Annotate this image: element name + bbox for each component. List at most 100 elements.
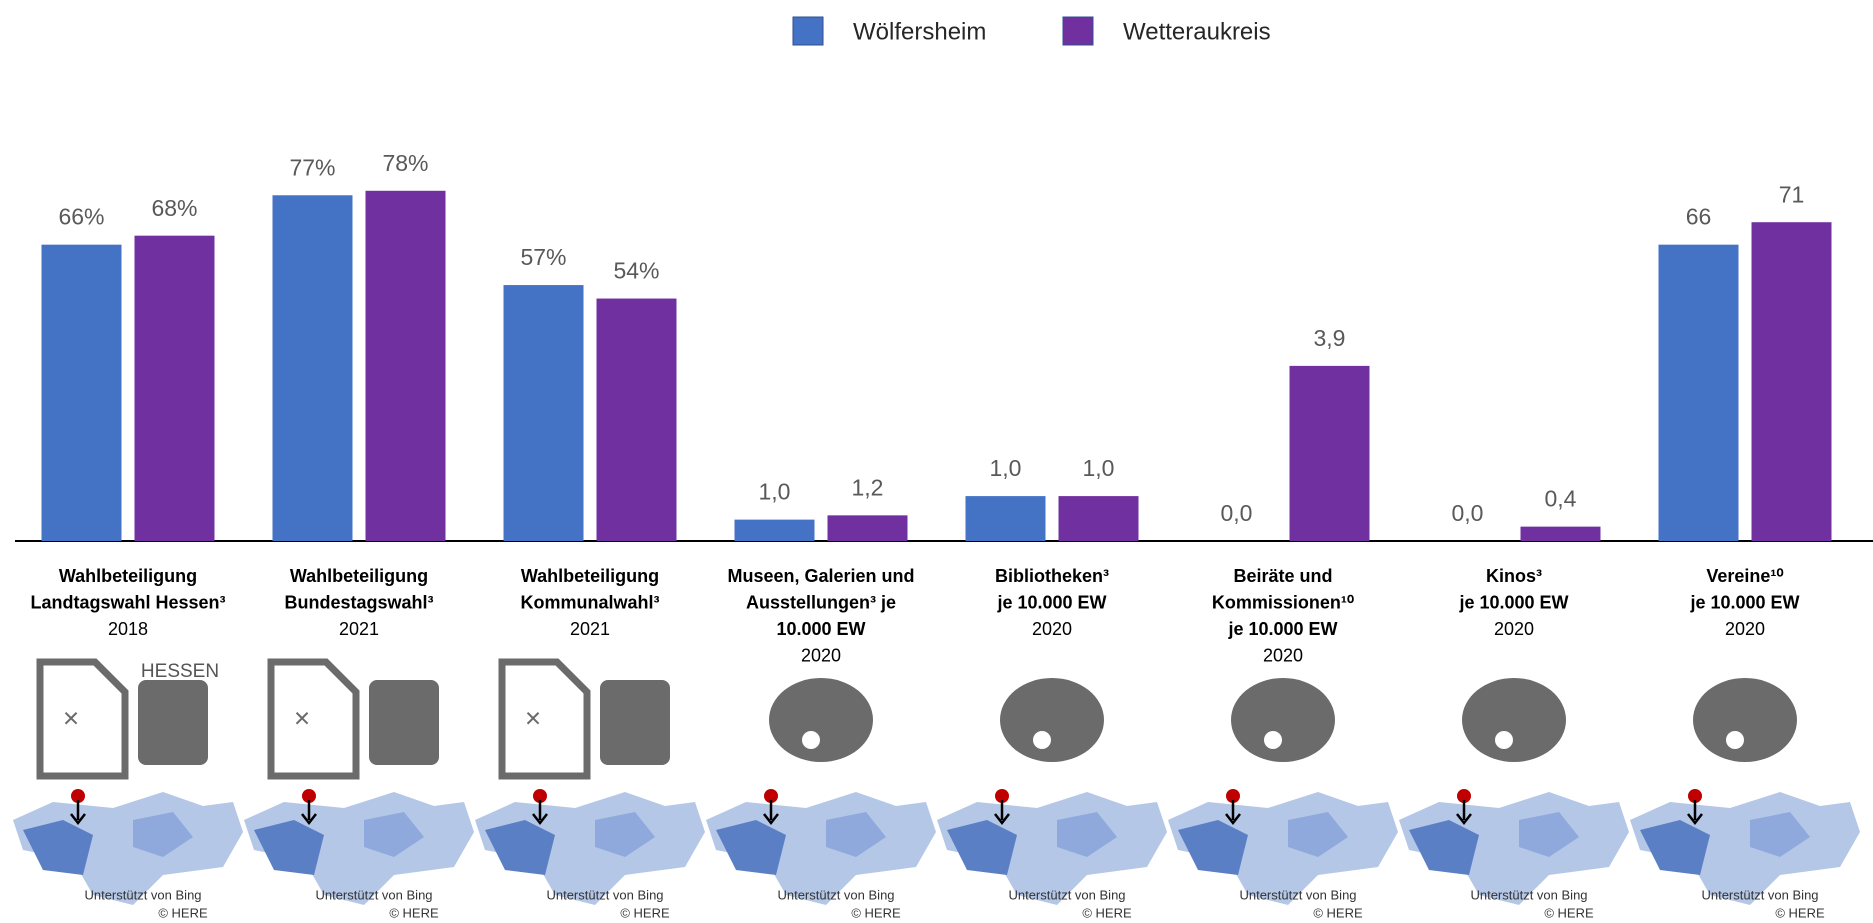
- icon: [1231, 678, 1335, 762]
- map-region: [244, 792, 474, 905]
- map: Unterstützt von Bing © HERE: [706, 789, 936, 920]
- category-label: Kinos³: [1486, 566, 1542, 586]
- category-label: Beiräte und: [1233, 566, 1332, 586]
- map-pin-arrow: [1225, 800, 1241, 826]
- pictogram-hole: [1495, 731, 1513, 749]
- category-year: 2021: [570, 619, 610, 639]
- map-region: [595, 812, 655, 857]
- map-credit: Unterstützt von Bing: [1701, 887, 1818, 902]
- pictogram: [1462, 678, 1566, 762]
- emblem: [600, 680, 670, 765]
- value-label: 54%: [613, 258, 659, 284]
- map-region: [1519, 812, 1579, 857]
- map-pin: [71, 789, 85, 803]
- value-label: 78%: [382, 150, 428, 176]
- pictogram-hole: [1033, 731, 1051, 749]
- category-label: Kommunalwahl³: [520, 592, 659, 612]
- category-label: je 10.000 EW: [1227, 619, 1337, 639]
- map-pin-arrow: [994, 800, 1010, 826]
- value-label: 1,0: [1083, 455, 1115, 481]
- emblem-text: HESSEN: [141, 661, 219, 682]
- value-label: 0,4: [1545, 486, 1577, 512]
- ballot-icon: [498, 658, 591, 780]
- map-credit: © HERE: [851, 905, 901, 920]
- bar: [827, 515, 908, 541]
- icon: ×: [267, 658, 439, 780]
- map-credit: © HERE: [1775, 905, 1825, 920]
- map: Unterstützt von Bing © HERE: [475, 789, 705, 920]
- map-credit: © HERE: [389, 905, 439, 920]
- category-label: 10.000 EW: [776, 619, 865, 639]
- value-label: 1,0: [759, 479, 791, 505]
- map-pin: [302, 789, 316, 803]
- map-region: [716, 820, 786, 875]
- category-label: Bundestagswahl³: [284, 592, 433, 612]
- category-year: 2020: [1725, 619, 1765, 639]
- category-label: Wahlbeteiligung: [521, 566, 659, 586]
- map-region: [364, 812, 424, 857]
- map-credit: © HERE: [158, 905, 208, 920]
- map-pin: [764, 789, 778, 803]
- pictogram: [769, 678, 873, 762]
- map-credit: Unterstützt von Bing: [1008, 887, 1125, 902]
- bar: [1058, 496, 1139, 541]
- map-pin-arrow: [763, 800, 779, 826]
- ballot-icon: [267, 658, 360, 780]
- legend-label: Wölfersheim: [853, 18, 986, 45]
- category-label: Vereine¹⁰: [1706, 566, 1783, 586]
- map: Unterstützt von Bing © HERE: [244, 789, 474, 920]
- map-credit: Unterstützt von Bing: [315, 887, 432, 902]
- bar: [596, 298, 677, 541]
- map-pin-arrow: [70, 800, 86, 826]
- map-pin: [533, 789, 547, 803]
- ballot-x: ×: [63, 702, 79, 733]
- legend-swatch: [792, 16, 824, 46]
- map-credit: Unterstützt von Bing: [84, 887, 201, 902]
- icon: [1462, 678, 1566, 762]
- pictogram-hole: [1726, 731, 1744, 749]
- value-label: 0,0: [1221, 500, 1253, 526]
- map-credit: Unterstützt von Bing: [1239, 887, 1356, 902]
- bar: [1520, 526, 1601, 541]
- category-label: je 10.000 EW: [1458, 592, 1568, 612]
- bar: [503, 285, 584, 541]
- legend-label: Wetteraukreis: [1123, 18, 1271, 45]
- pictogram: [1000, 678, 1104, 762]
- category-year: 2020: [1494, 619, 1534, 639]
- icon: [1000, 678, 1104, 762]
- icon: × HESSEN: [36, 658, 219, 780]
- map-region: [706, 792, 936, 905]
- legend-swatch: [1062, 16, 1094, 46]
- value-label: 71: [1779, 181, 1805, 207]
- map-region: [1640, 820, 1710, 875]
- value-label: 0,0: [1452, 500, 1484, 526]
- bar: [1289, 365, 1370, 541]
- map-pin: [995, 789, 1009, 803]
- map-region: [826, 812, 886, 857]
- value-label: 66: [1686, 204, 1712, 230]
- map-pin-arrow: [1687, 800, 1703, 826]
- pictogram-hole: [1264, 731, 1282, 749]
- map-region: [485, 820, 555, 875]
- map-region: [13, 792, 243, 905]
- map-region: [475, 792, 705, 905]
- category-label: Wahlbeteiligung: [290, 566, 428, 586]
- map-region: [1178, 820, 1248, 875]
- category-label: Museen, Galerien und: [727, 566, 914, 586]
- category-label: Kommissionen¹⁰: [1212, 592, 1354, 612]
- bar: [41, 244, 122, 541]
- emblem: [369, 680, 439, 765]
- category-label: Landtagswahl Hessen³: [30, 592, 225, 612]
- category-label: Bibliotheken³: [995, 566, 1109, 586]
- value-label: 1,0: [990, 455, 1022, 481]
- category-label: je 10.000 EW: [1689, 592, 1799, 612]
- map-credit: Unterstützt von Bing: [1470, 887, 1587, 902]
- bar: [965, 496, 1046, 541]
- pictogram: [1231, 678, 1335, 762]
- map-credit: © HERE: [620, 905, 670, 920]
- map-credit: Unterstützt von Bing: [546, 887, 663, 902]
- map: Unterstützt von Bing © HERE: [1168, 789, 1398, 920]
- ballot-x: ×: [525, 702, 541, 733]
- map-region: [1409, 820, 1479, 875]
